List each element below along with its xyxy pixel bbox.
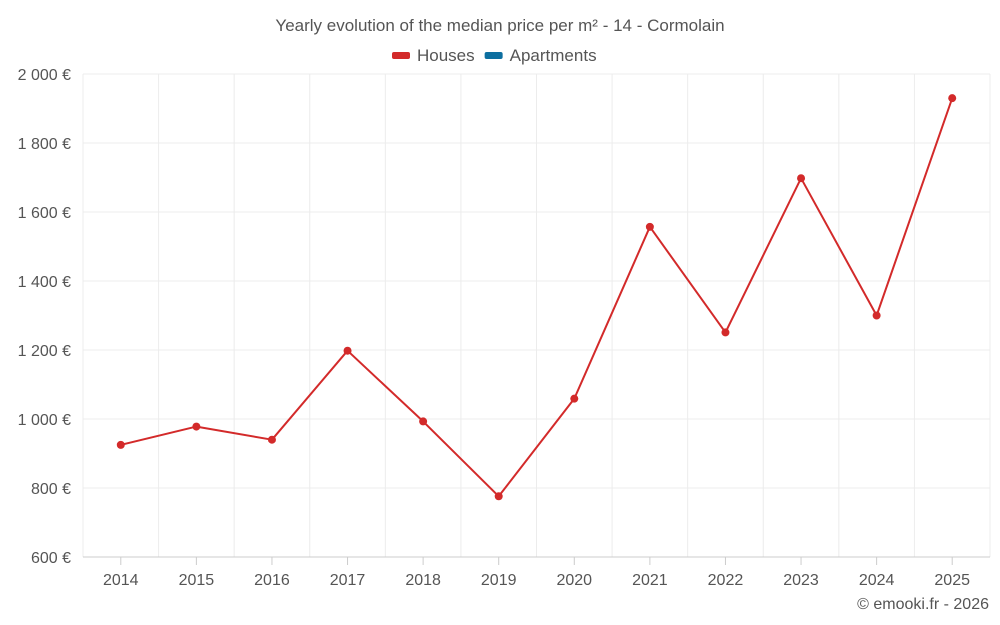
x-tick-label: 2014 bbox=[103, 572, 139, 589]
data-point bbox=[494, 492, 503, 501]
y-tick-label: 1 400 € bbox=[18, 274, 71, 291]
y-tick-label: 800 € bbox=[31, 481, 71, 498]
y-tick-label: 1 000 € bbox=[18, 412, 71, 429]
data-point bbox=[570, 394, 579, 403]
y-tick-label: 1 800 € bbox=[18, 136, 71, 153]
series-line-houses bbox=[120, 97, 954, 498]
data-point bbox=[192, 422, 201, 431]
data-point bbox=[419, 417, 428, 426]
data-point bbox=[721, 328, 730, 337]
x-tick-label: 2023 bbox=[783, 572, 819, 589]
x-tick-label: 2024 bbox=[859, 572, 895, 589]
x-axis-ticks: 2014 2015 2016 2017 2018 2019 2020 2021 2022 2023… bbox=[103, 557, 970, 589]
series-layer bbox=[116, 94, 957, 501]
legend: Houses Apartments bbox=[392, 46, 597, 65]
y-axis-ticks: 600 € 800 € 1 000 € 1 200 € 1 400 € 1 600 € 1 … bbox=[18, 67, 71, 567]
y-tick-label: 600 € bbox=[31, 550, 71, 567]
x-tick-label: 2016 bbox=[254, 572, 290, 589]
data-point bbox=[872, 311, 881, 320]
chart-title: Yearly evolution of the median price per… bbox=[275, 16, 724, 35]
y-tick-label: 1 600 € bbox=[18, 205, 71, 222]
legend-swatch bbox=[392, 52, 410, 59]
data-point bbox=[645, 222, 654, 231]
x-gridlines bbox=[82, 74, 991, 557]
legend-label: Apartments bbox=[510, 46, 597, 65]
legend-swatch bbox=[484, 52, 503, 59]
data-point bbox=[343, 346, 352, 355]
y-tick-label: 1 200 € bbox=[18, 343, 71, 360]
x-tick-label: 2020 bbox=[556, 572, 592, 589]
data-point bbox=[267, 435, 276, 444]
data-point bbox=[116, 440, 125, 449]
y-tick-label: 2 000 € bbox=[18, 67, 71, 84]
x-tick-label: 2015 bbox=[179, 572, 215, 589]
credit-text: © emooki.fr - 2026 bbox=[857, 596, 989, 613]
legend-label: Houses bbox=[417, 46, 475, 65]
data-point bbox=[948, 94, 957, 103]
x-tick-label: 2021 bbox=[632, 572, 668, 589]
x-tick-label: 2017 bbox=[330, 572, 366, 589]
x-tick-label: 2019 bbox=[481, 572, 517, 589]
x-tick-label: 2025 bbox=[934, 572, 970, 589]
x-tick-label: 2022 bbox=[708, 572, 744, 589]
y-gridlines bbox=[83, 73, 990, 489]
data-point bbox=[797, 174, 806, 183]
x-tick-label: 2018 bbox=[405, 572, 441, 589]
